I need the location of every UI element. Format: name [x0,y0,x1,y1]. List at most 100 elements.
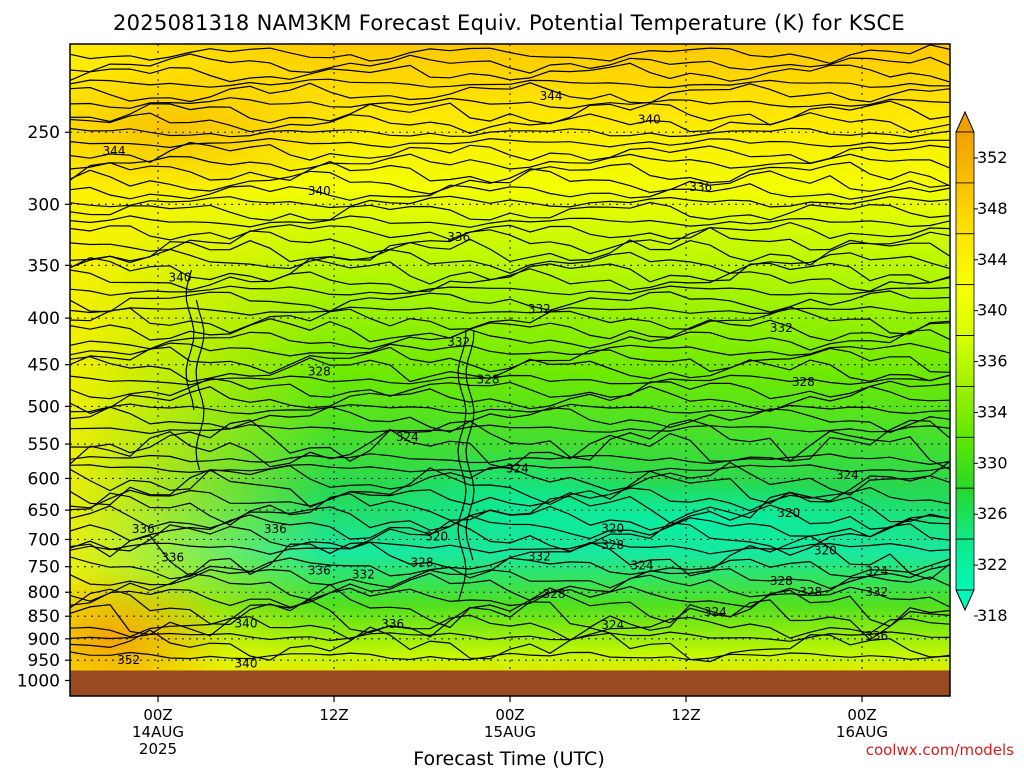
colorbar-label: 326 [977,504,1008,523]
contour-line [70,556,950,580]
contour-label: 328 [799,585,822,599]
contour-line [70,356,950,383]
contour-label: 320 [601,522,624,536]
y-tick-label: 750 [28,558,60,578]
contour-line [70,460,950,496]
contour-line [70,137,950,149]
contour-line [70,306,950,335]
colorbar-label: 318 [977,606,1008,625]
contour-label: 328 [601,538,624,552]
contour-line [465,329,475,561]
colorbar-label: 334 [977,402,1008,421]
y-axis: 250 300 350 400 450 500 550 600 650 700 750 800 850 9… [17,123,70,691]
colorbar-segment [955,233,975,286]
contour-label: 336 [308,563,331,577]
y-tick-label: 500 [28,397,60,417]
contour-label: 332 [528,550,551,564]
y-tick-label: 700 [28,530,60,550]
contour-label: 336 [264,522,287,536]
y-tick-label: 900 [28,630,60,650]
contour-line [70,564,950,590]
contour-line [70,599,950,641]
colorbar-label: 330 [977,453,1008,472]
colorbar-segment [955,386,975,438]
contour-label: 328 [308,365,331,379]
contour-line [70,221,950,241]
x-axis-title: Forecast Time (UTC) [413,748,604,768]
contour-labels: 344 344 340 340 336 336 340 332 332 332 328 328 328 3… [103,89,889,671]
contour-lines [70,44,950,663]
contour-label: 332 [865,585,888,599]
y-tick-label: 950 [28,651,60,671]
contour-label: 324 [506,461,529,475]
contour-line [70,385,950,414]
y-tick-label: 650 [28,501,60,521]
chart-title: 2025081318 NAM3KM Forecast Equiv. Potent… [113,11,905,35]
contour-label: 336 [865,629,888,643]
contour-label: 328 [770,574,793,588]
contour-label: 324 [704,605,727,619]
contour-line [70,377,950,400]
x-tick-label: 00Z [143,706,172,724]
y-tick-label: 250 [28,123,60,143]
contour-line [70,100,950,126]
contour-line [70,285,950,296]
contour-line [70,53,950,74]
contour-label: 340 [308,184,331,198]
contour-line [70,153,950,172]
contour-label: 332 [447,335,470,349]
contour-label: 336 [689,180,712,194]
contour-label: 336 [447,230,470,244]
contour-label: 324 [865,564,888,578]
contour-label: 332 [528,302,551,316]
contour-line [70,486,950,512]
contour-label: 332 [352,568,375,582]
contour-label: 340 [638,112,661,126]
contour-label: 324 [601,618,624,632]
colorbar-bottom-arrow [955,589,975,612]
contour-line [195,299,205,471]
x-tick-label: 12Z [319,706,348,724]
x-tick-label: 14AUG [132,723,184,741]
colorbar-label: 348 [977,199,1008,218]
colorbar-segment [955,487,975,540]
contour-line [185,269,195,411]
contour-line [70,626,950,663]
contour-label: 340 [235,617,258,631]
contour-line [70,290,950,313]
colorbar-label: 352 [977,148,1008,167]
contour-label: 324 [396,430,419,444]
contour-label: 336 [161,551,184,565]
colorbar-label: 340 [977,301,1008,320]
contour-line [70,406,950,434]
contour-label: 320 [814,544,837,558]
y-tick-label: 550 [28,435,60,455]
y-tick-label: 850 [28,607,60,627]
contour-label: 336 [132,522,155,536]
x-tick-label: 00Z [495,706,524,724]
y-tick-label: 300 [28,195,60,215]
contour-label: 328 [477,372,500,386]
colorbar-label: 336 [977,352,1008,371]
contour-line [70,514,950,542]
contour-line [70,141,950,164]
contour-label: 328 [792,375,815,389]
contour-line [70,226,950,255]
y-tick-label: 400 [28,309,60,329]
contour-line [70,419,950,462]
colorbar: 352 348 344 340 336 334 330 326 322 318 [955,110,1008,625]
x-tick-label: 16AUG [836,723,888,741]
warm-region-low-levels [70,570,230,696]
x-tick-label: 00Z [847,706,876,724]
watermark: coolwx.com/models [866,741,1014,759]
x-tick-label: 2025 [139,740,177,758]
colorbar-segment [955,335,975,387]
contour-label: 344 [103,144,126,158]
contour-label: 352 [117,653,140,667]
contour-line [70,342,950,357]
colorbar-segment [955,131,975,184]
colorbar-segment [955,284,975,336]
contour-line [70,82,950,104]
